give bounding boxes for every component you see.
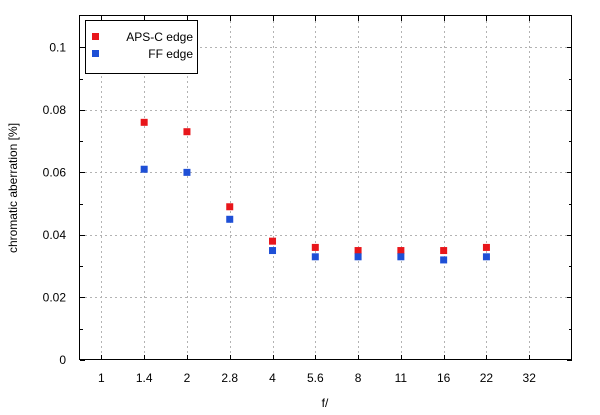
data-point-aps-c-edge [440,247,448,255]
data-point-ff-edge [183,168,191,176]
y-tick-label: 0.1 [49,40,66,54]
x-tick-label: 2 [184,371,191,385]
x-tick-label: 32 [523,371,537,385]
y-tick-label: 0 [59,353,66,367]
data-point-ff-edge [482,253,490,261]
data-point-ff-edge [354,253,362,261]
x-tick-label: 8 [355,371,362,385]
legend-swatch-ff [92,50,99,57]
data-point-ff-edge [140,165,148,173]
data-points [140,118,490,264]
data-point-aps-c-edge [140,118,148,126]
x-tick-label: 1 [98,371,105,385]
legend-box [85,20,198,74]
legend-label-aps-c: APS-C edge [126,30,193,44]
data-point-aps-c-edge [311,243,319,251]
data-point-ff-edge [269,247,277,255]
y-tick-label: 0.02 [43,290,67,304]
x-tick-label: 1.4 [136,371,153,385]
x-tick-label: 4 [269,371,276,385]
legend: APS-C edge FF edge [85,20,198,74]
data-point-ff-edge [397,253,405,261]
legend-swatch-aps-c [92,33,99,40]
data-point-aps-c-edge [269,237,277,245]
data-point-aps-c-edge [482,243,490,251]
data-point-aps-c-edge [183,128,191,136]
grid [80,16,572,360]
plot-frame [79,15,572,360]
x-tick-label: 5.6 [307,371,324,385]
data-point-aps-c-edge [397,247,405,255]
x-tick-label: 11 [395,371,408,385]
y-tick-label: 0.08 [43,103,67,117]
data-point-aps-c-edge [226,203,234,211]
y-tick-label: 0.04 [43,228,67,242]
x-tick-label: 2.8 [221,371,238,385]
x-tick-label: 22 [480,371,494,385]
y-tick-labels: 0 0.02 0.04 0.06 0.08 0.1 [43,40,67,367]
data-point-aps-c-edge [354,247,362,255]
data-point-ff-edge [311,253,319,261]
data-point-ff-edge [440,256,448,264]
data-point-ff-edge [226,215,234,223]
y-tick-label: 0.06 [43,165,67,179]
x-axis-label: f/ [322,396,329,410]
y-axis-label: chromatic aberration [%] [6,123,20,253]
x-tick-labels: 1 1.4 2 2.8 4 5.6 8 11 16 22 32 [98,371,536,385]
legend-label-ff: FF edge [148,47,193,61]
x-tick-label: 16 [437,371,451,385]
